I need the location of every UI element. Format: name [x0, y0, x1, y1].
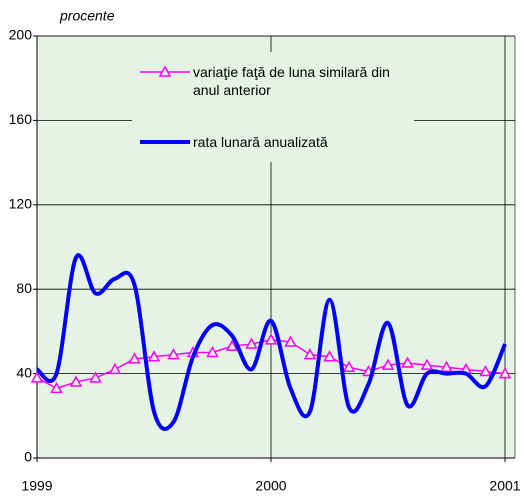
- point-marker: [420, 358, 434, 370]
- point-marker: [225, 339, 239, 351]
- point-marker: [128, 352, 141, 364]
- y-tick-label: 80: [16, 280, 32, 296]
- point-marker: [284, 335, 297, 347]
- point-marker: [69, 375, 83, 387]
- legend-label: rata lunară anualizată: [193, 134, 328, 150]
- point-marker: [245, 337, 258, 349]
- point-marker: [264, 333, 278, 345]
- point-marker: [401, 356, 414, 368]
- legend-marker: [158, 65, 172, 77]
- point-marker: [50, 381, 63, 394]
- point-marker: [167, 348, 180, 360]
- point-marker: [108, 362, 122, 375]
- y-tick-label: 40: [16, 364, 32, 380]
- x-tick-label: 1999: [21, 478, 52, 494]
- y-tick-label: 200: [9, 27, 33, 43]
- point-marker: [381, 358, 395, 370]
- legend-label: variaţie faţă de luna similară din anul …: [193, 64, 390, 98]
- point-marker: [147, 350, 161, 362]
- point-marker: [440, 360, 453, 373]
- point-marker: [303, 348, 317, 360]
- point-marker: [479, 364, 492, 377]
- y-axis-label: procente: [59, 8, 115, 24]
- y-tick-label: 0: [24, 449, 32, 465]
- point-marker: [498, 367, 512, 379]
- point-marker: [30, 371, 44, 383]
- y-tick-label: 160: [9, 111, 33, 127]
- y-tick-label: 120: [9, 196, 33, 212]
- point-marker: [323, 350, 336, 362]
- series-line: [35, 253, 507, 431]
- point-marker: [89, 371, 102, 383]
- x-tick-label: 2000: [255, 478, 286, 494]
- point-marker: [206, 345, 219, 358]
- point-marker: [342, 360, 356, 373]
- x-tick-label: 2001: [489, 478, 520, 494]
